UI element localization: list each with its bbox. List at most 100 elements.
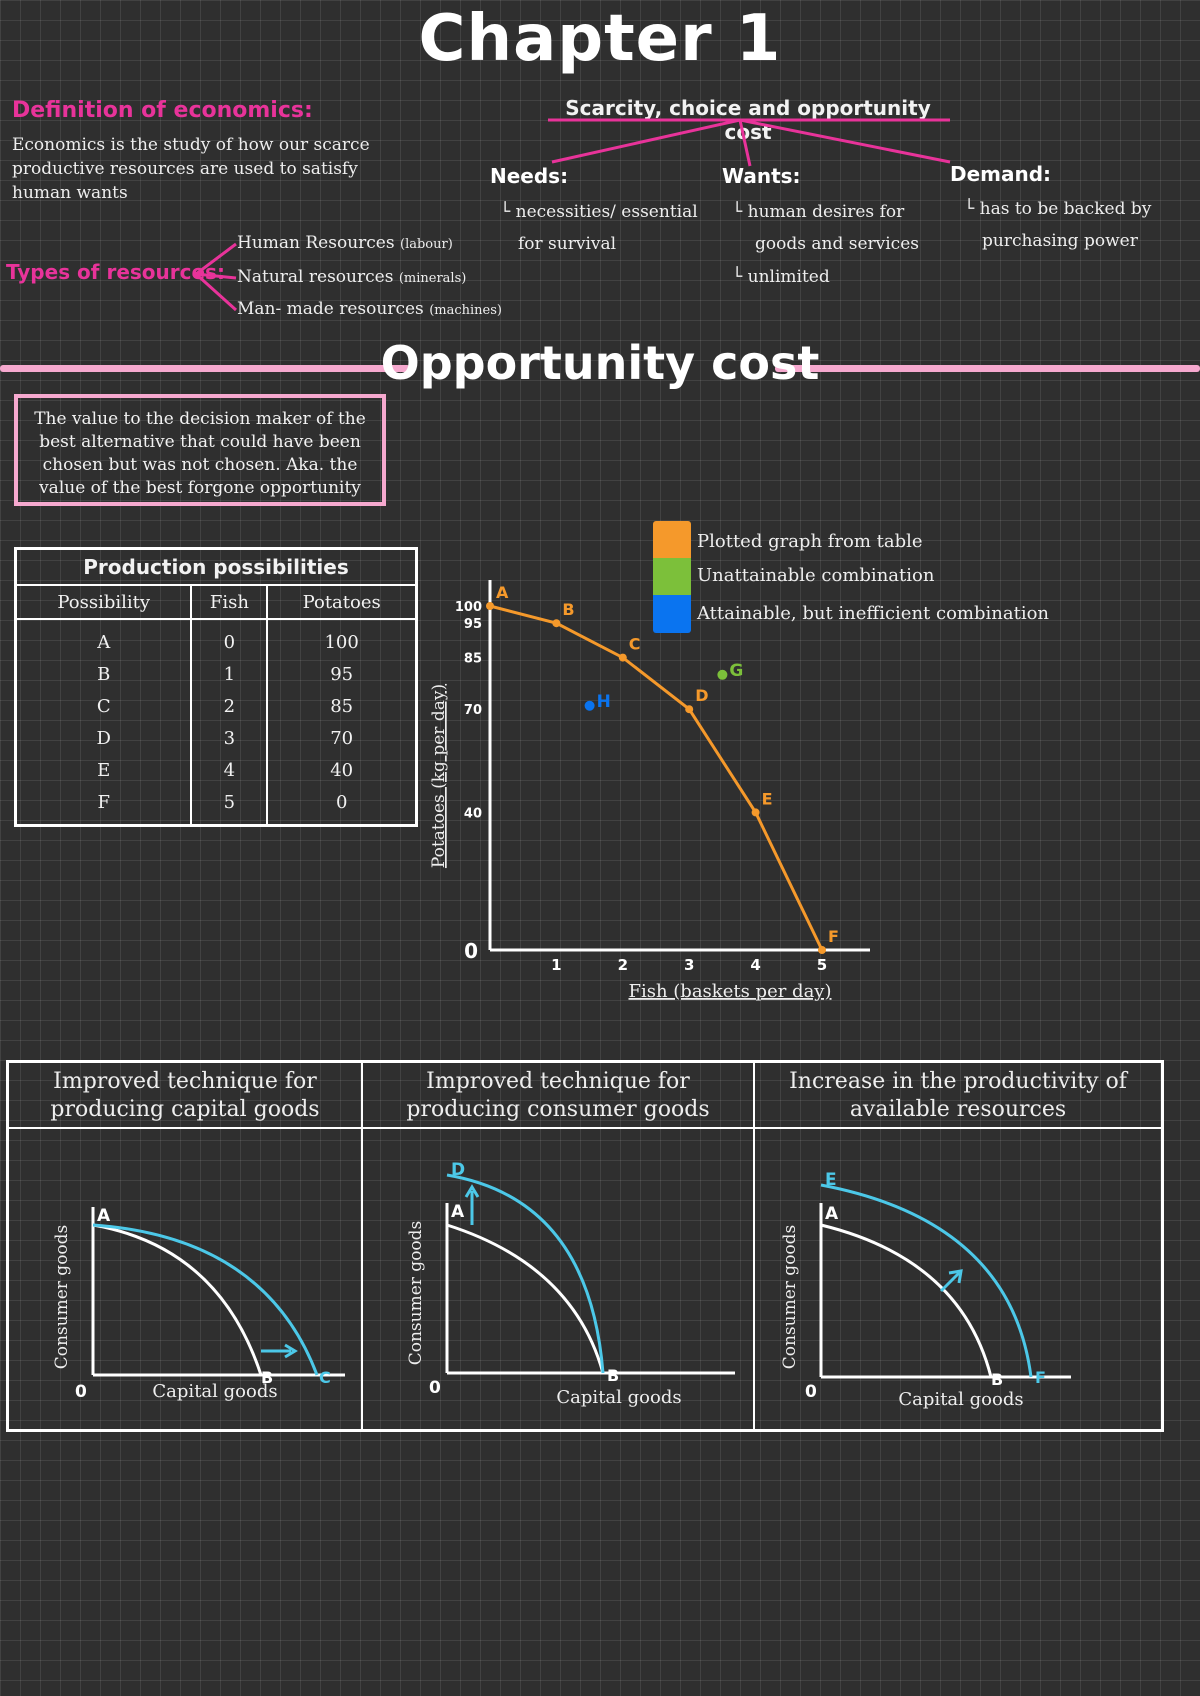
- original-ppf-curve: [92, 1223, 263, 1376]
- point-label: A: [451, 1202, 465, 1222]
- demand-label: Demand:: [950, 162, 1052, 186]
- legend-swatches: [653, 521, 691, 633]
- ppf-chart: A B C D E F G H 1 2 3 4 5 100 95 85 70 40 0 Fish (baskets p…: [429, 580, 870, 1002]
- resource-item-natural: Natural resources (minerals): [237, 267, 467, 287]
- point-label: E: [762, 789, 773, 808]
- x-tick-label: 4: [750, 956, 760, 974]
- demand-line-1: └ has to be backed by: [964, 199, 1152, 219]
- table-cell: 0: [266, 786, 418, 826]
- panel-title: Improved technique for producing capital …: [50, 1069, 320, 1122]
- x-tick-label: 5: [817, 956, 827, 974]
- wants-label: Wants:: [722, 164, 801, 188]
- x-axis-label: Capital goods: [898, 1389, 1023, 1410]
- point-label: B: [261, 1368, 273, 1387]
- point-label: A: [825, 1204, 839, 1224]
- table-cell: C: [14, 690, 193, 722]
- point-label: C: [319, 1368, 331, 1387]
- table-caption: Production possibilities: [14, 547, 418, 586]
- resources-heading: Types of resources:: [6, 260, 225, 284]
- table-row: C 2 85: [14, 690, 418, 722]
- panel-title: Increase in the productivity of available…: [789, 1069, 1127, 1122]
- point-label: G: [729, 661, 743, 681]
- table-header: Possibility: [14, 584, 193, 620]
- point-label: H: [597, 692, 611, 712]
- point-label: C: [629, 635, 641, 654]
- y-axis-label: Consumer goods: [406, 1221, 426, 1366]
- table-cell: D: [14, 722, 193, 754]
- data-point-b: [552, 619, 561, 628]
- data-point-a: [486, 602, 494, 610]
- table-cell: F: [14, 786, 193, 826]
- original-ppf-curve: [820, 1223, 993, 1378]
- table-cell: 100: [266, 619, 418, 658]
- legend-label: Plotted graph from table: [697, 531, 923, 552]
- page-title: Chapter 1: [418, 2, 782, 76]
- resource-item-manmade: Man- made resources (machines): [237, 299, 502, 319]
- y-axis-label: Potatoes (kg per day): [429, 684, 449, 868]
- opportunity-definition-text: The value to the decision maker of the b…: [34, 409, 366, 498]
- data-point-h: [584, 700, 595, 711]
- data-point-c: [618, 653, 627, 662]
- table-cell: 5: [190, 786, 269, 826]
- point-label: B: [607, 1366, 619, 1385]
- legend-swatch-orange: [653, 521, 691, 558]
- legend-label: Attainable, but inefficient combination: [697, 603, 1050, 624]
- x-axis-label: Fish (baskets per day): [628, 981, 831, 1002]
- table-row: D 3 70: [14, 722, 418, 754]
- table-cell: 85: [266, 690, 418, 722]
- y-tick-label: 85: [464, 652, 482, 667]
- table-row: E 4 40: [14, 754, 418, 786]
- legend-swatch-blue: [653, 595, 691, 633]
- resource-item-human: Human Resources (labour): [237, 233, 453, 253]
- panel-graph-consumer: A D B 0 Capital goods Consumer goods: [406, 1160, 735, 1408]
- table-cell: 4: [190, 754, 269, 786]
- point-label: B: [562, 600, 574, 619]
- point-label: A: [97, 1206, 111, 1226]
- resources-bracket: [192, 242, 238, 312]
- y-tick-label: 95: [464, 617, 482, 632]
- panel-divider: [361, 1063, 363, 1429]
- origin-label: 0: [75, 1382, 87, 1402]
- table-cell: B: [14, 658, 193, 690]
- point-label: E: [825, 1170, 837, 1190]
- definition-heading: Definition of economics:: [12, 98, 313, 123]
- divider-right: [775, 365, 1200, 372]
- point-label: D: [695, 686, 708, 705]
- shift-panels: Improved technique for producing capital …: [6, 1060, 1164, 1432]
- y-tick-label: 40: [464, 806, 482, 821]
- origin-label: 0: [464, 939, 478, 963]
- y-tick-label: 70: [464, 703, 482, 718]
- definition-text: Economics is the study of how our scarce…: [12, 135, 370, 203]
- table-header: Fish: [190, 584, 269, 620]
- divider-left: [0, 365, 410, 372]
- shifted-ppf-curve: [92, 1223, 319, 1376]
- panel-graph-productivity: A E B F 0 Capital goods Consumer goods: [780, 1170, 1071, 1410]
- original-ppf-curve: [446, 1223, 605, 1374]
- table-cell: 0: [190, 619, 269, 658]
- shifted-ppf-curve: [446, 1173, 605, 1374]
- point-label: F: [1035, 1368, 1046, 1387]
- legend-label: Unattainable combination: [697, 565, 935, 586]
- x-tick-label: 3: [684, 956, 694, 974]
- panel-graph-capital: A B C 0 Capital goods Consumer goods: [52, 1206, 345, 1402]
- needs-line-1: └ necessities/ essential: [500, 202, 698, 222]
- legend-swatch-green: [653, 558, 691, 595]
- table-cell: E: [14, 754, 193, 786]
- table-cell: 3: [190, 722, 269, 754]
- table-cell: 2: [190, 690, 269, 722]
- point-label: D: [451, 1160, 465, 1180]
- table-cell: 95: [266, 658, 418, 690]
- opportunity-definition-box: The value to the decision maker of the b…: [14, 394, 386, 506]
- x-axis-label: Capital goods: [556, 1387, 681, 1408]
- shifted-ppf-curve: [820, 1183, 1033, 1378]
- origin-label: 0: [805, 1382, 817, 1402]
- table-cell: 40: [266, 754, 418, 786]
- x-axis-label: Capital goods: [152, 1381, 277, 1402]
- y-axis-label: Consumer goods: [52, 1225, 72, 1370]
- table-cell: A: [14, 619, 193, 658]
- table-cell: 70: [266, 722, 418, 754]
- production-table: Production possibilities Possibility Fis…: [14, 547, 418, 827]
- y-tick-label: 100: [455, 600, 482, 615]
- wants-line-2: goods and services: [755, 234, 919, 254]
